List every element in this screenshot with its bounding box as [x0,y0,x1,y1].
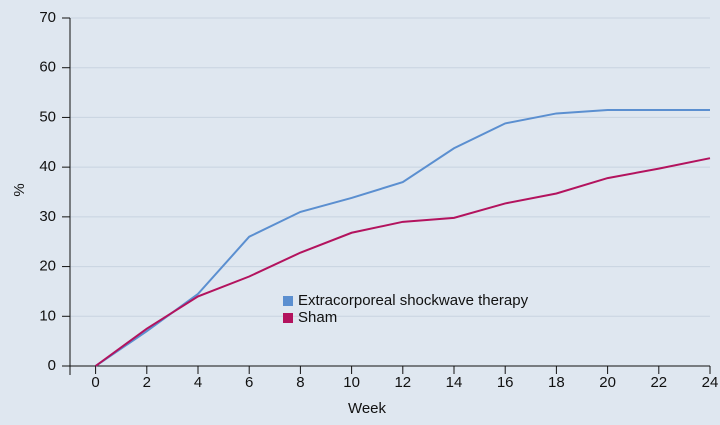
x-tick-label: 6 [245,374,253,391]
x-tick-label: 4 [194,374,202,391]
x-tick-label: 8 [296,374,304,391]
y-tick-label: 70 [39,9,56,26]
legend-label: Extracorporeal shockwave therapy [298,292,529,309]
series-line [95,108,710,367]
y-tick-label: 10 [39,307,56,324]
y-tick-label: 20 [39,258,56,275]
x-tick-label: 20 [599,374,616,391]
legend-swatch [283,296,293,306]
y-tick-label: 60 [39,59,56,76]
x-tick-label: 18 [548,374,565,391]
y-tick-label: 0 [48,357,56,374]
legend-swatch [283,313,293,323]
y-tick-label: 40 [39,158,56,175]
x-tick-label: 24 [702,374,719,391]
x-tick-label: 22 [650,374,667,391]
y-axis-label: % [11,183,28,196]
x-tick-label: 12 [394,374,411,391]
x-tick-label: 16 [497,374,514,391]
legend-label: Sham [298,309,337,326]
y-tick-label: 50 [39,108,56,125]
x-tick-label: 14 [446,374,463,391]
x-tick-label: 10 [343,374,360,391]
y-tick-label: 30 [39,208,56,225]
x-tick-label: 0 [91,374,99,391]
x-axis-label: Week [348,400,387,417]
x-tick-label: 2 [143,374,151,391]
series-line [95,157,711,367]
